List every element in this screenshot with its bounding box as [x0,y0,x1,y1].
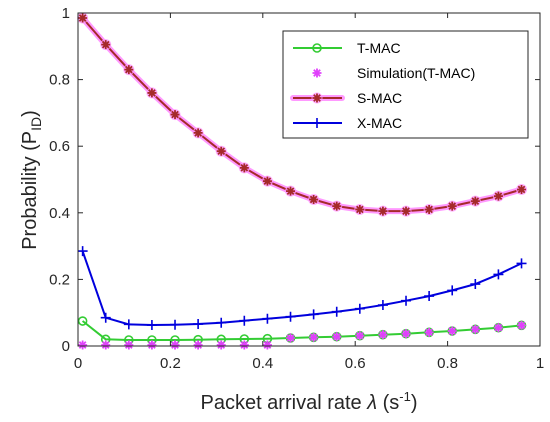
data-point-simulation-t-mac [286,333,296,343]
legend-entry-s-mac: S-MAC [290,90,402,106]
legend-entry-simulation-t-mac: Simulation(T-MAC) [312,65,475,81]
data-point-s-mac [332,201,342,211]
x-tick-label: 0.6 [345,355,366,372]
legend-marker [312,93,322,103]
data-point-s-mac [424,204,434,214]
data-point-s-mac [170,110,180,120]
legend-marker [312,68,322,78]
data-point-s-mac [493,191,503,201]
data-point-simulation-t-mac [517,320,527,330]
data-point-simulation-t-mac [493,323,503,333]
x-tick-label: 0 [74,355,82,372]
data-point-s-mac [78,13,88,23]
legend-label: Simulation(T-MAC) [357,65,475,81]
data-point-x-mac [77,246,88,257]
data-point-x-mac [516,258,527,269]
data-point-s-mac [401,206,411,216]
data-point-x-mac [424,291,435,302]
ticks-layer: 0 0.2 0.4 0.6 0.8 1 0 0.2 0.4 0.6 0.8 1 [49,5,544,372]
x-tick-label: 0.8 [437,355,458,372]
data-point-x-mac [354,303,365,314]
legend-label: T-MAC [357,40,401,56]
data-point-simulation-t-mac [216,340,226,350]
series-simulation-t-mac [78,320,527,350]
data-point-simulation-t-mac [78,340,88,350]
data-point-s-mac [378,206,388,216]
x-tick-label: 1 [536,355,544,372]
data-point-s-mac [239,163,249,173]
data-point-x-mac [146,320,157,331]
data-point-simulation-t-mac [355,331,365,341]
data-point-simulation-t-mac [147,340,157,350]
data-point-simulation-t-mac [470,324,480,334]
y-tick-label: 0.2 [49,271,70,288]
legend: T-MAC Simulation(T-MAC) S-MAC X-MAC [282,30,529,139]
data-point-s-mac [216,146,226,156]
data-point-s-mac [193,128,203,138]
y-tick-label: 0 [62,338,70,355]
data-point-s-mac [517,184,527,194]
data-point-t-mac [77,316,88,326]
data-point-x-mac [100,312,111,323]
data-point-simulation-t-mac [309,332,319,342]
data-point-x-mac [193,319,204,330]
data-point-s-mac [124,65,134,75]
data-point-s-mac [447,201,457,211]
data-point-simulation-t-mac [378,330,388,340]
data-point-x-mac [285,311,296,322]
data-point-x-mac [170,319,181,330]
data-point-x-mac [470,279,481,290]
axes-box [77,12,541,347]
legend-entry-t-mac: T-MAC [293,40,401,56]
data-point-simulation-t-mac [239,340,249,350]
legend-marker [312,43,322,53]
series-s-mac [77,12,528,217]
y-tick-label: 0.8 [49,72,70,89]
data-point-simulation-t-mac [332,332,342,342]
data-point-x-mac [216,317,227,328]
data-point-s-mac [309,194,319,204]
x-tick-label: 0.2 [160,355,181,372]
y-tick-label: 1 [62,5,70,22]
x-axis-title: Packet arrival rate λ (s-1) [200,389,417,414]
data-point-simulation-t-mac [401,329,411,339]
y-axis-title: Probability (PID) [19,110,44,250]
data-point-s-mac [470,196,480,206]
data-point-x-mac [377,300,388,311]
data-point-simulation-t-mac [124,340,134,350]
data-point-simulation-t-mac [424,327,434,337]
data-point-simulation-t-mac [262,340,272,350]
data-point-s-mac [262,176,272,186]
data-point-x-mac [447,285,458,296]
legend-marker [312,118,322,128]
data-point-simulation-t-mac [193,340,203,350]
y-tick-label: 0.4 [49,205,70,222]
series-x-mac [77,246,527,331]
data-point-x-mac [239,315,250,326]
data-point-x-mac [262,313,273,324]
y-tick-label: 0.6 [49,138,70,155]
data-point-s-mac [147,88,157,98]
data-point-s-mac [355,204,365,214]
legend-label: X-MAC [357,115,402,131]
legend-entry-x-mac: X-MAC [293,115,402,131]
data-point-s-mac [286,186,296,196]
series-layer [77,12,528,350]
data-point-x-mac [493,269,504,280]
x-tick-label: 0.4 [252,355,273,372]
data-point-simulation-t-mac [170,340,180,350]
data-point-x-mac [331,306,342,317]
data-point-x-mac [401,295,412,306]
data-point-simulation-t-mac [101,340,111,350]
data-point-x-mac [308,309,319,320]
data-point-s-mac [101,40,111,50]
data-point-simulation-t-mac [447,326,457,336]
data-point-x-mac [123,319,134,330]
legend-label: S-MAC [357,90,402,106]
